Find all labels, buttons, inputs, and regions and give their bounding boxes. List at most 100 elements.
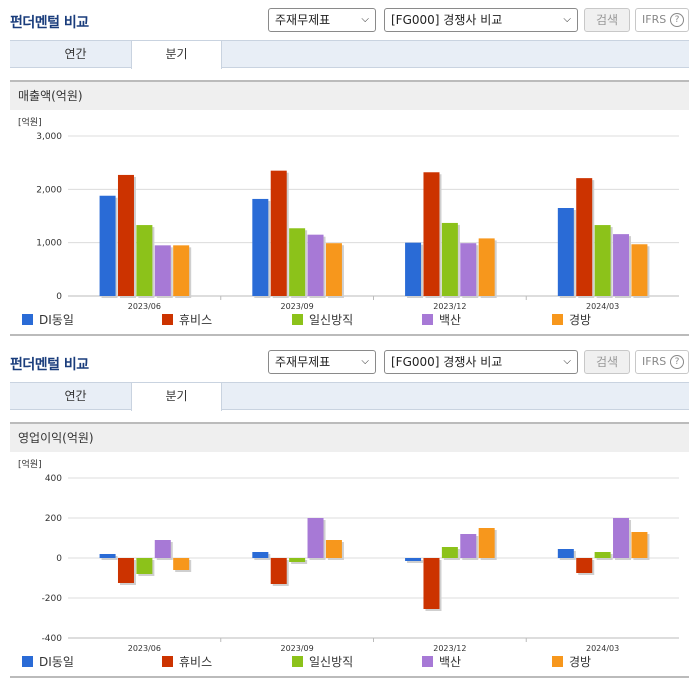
y-tick-label: 2,000 — [36, 185, 62, 195]
comparison-select[interactable]: [FG000] 경쟁사 비교 ⌵ — [384, 8, 578, 32]
period-tabs: 연간 분기 — [10, 382, 689, 411]
legend-item[interactable]: 일신방직 — [292, 654, 353, 672]
bar — [99, 195, 116, 296]
bar — [631, 244, 648, 296]
legend-item[interactable]: 휴비스 — [162, 312, 212, 330]
bar — [613, 234, 630, 296]
legend-swatch — [292, 314, 303, 325]
y-tick-label: 400 — [45, 474, 62, 484]
comparison-select-value: [FG000] 경쟁사 비교 — [391, 355, 503, 369]
x-tick-label: 2024/03 — [586, 644, 619, 653]
y-tick-label: 0 — [56, 292, 62, 302]
legend-item[interactable]: DI동일 — [22, 312, 74, 330]
legend-label: 일신방직 — [309, 655, 354, 669]
statement-select-value: 주재무제표 — [275, 355, 331, 369]
bar — [117, 558, 134, 583]
bar — [173, 245, 190, 296]
chart-legend: DI동일 휴비스 일신방직 백산 경방 — [22, 654, 682, 672]
bar — [478, 238, 495, 296]
ifrs-help-button[interactable]: IFRS ? — [635, 8, 689, 32]
bar — [289, 558, 306, 562]
fundamental-panel-2: 펀더멘털 비교 주재무제표 ⌵ [FG000] 경쟁사 비교 ⌵ 검색 IFRS… — [0, 342, 696, 684]
bar — [460, 243, 477, 296]
bar — [289, 228, 306, 296]
chevron-down-icon: ⌵ — [361, 356, 369, 367]
period-tabs: 연간 분기 — [10, 40, 689, 69]
bar — [405, 558, 422, 561]
tab-annual[interactable]: 연간 — [64, 389, 87, 403]
bar — [441, 222, 458, 296]
revenue-chart: [억원] 0 1,000 2,000 3,000 2023/06 2023/09 2023/1… — [18, 116, 679, 311]
ifrs-label: IFRS — [642, 13, 667, 26]
legend-label: 경방 — [569, 313, 592, 327]
bar — [423, 558, 440, 609]
x-tick-label: 2023/06 — [128, 644, 161, 653]
bar — [252, 198, 269, 296]
comparison-select[interactable]: [FG000] 경쟁사 비교 ⌵ — [384, 350, 578, 374]
x-tick-label: 2023/09 — [281, 302, 314, 311]
bar — [307, 234, 324, 296]
help-icon: ? — [670, 13, 684, 27]
bar — [576, 178, 593, 296]
legend-item[interactable]: 휴비스 — [162, 654, 212, 672]
bar — [405, 242, 422, 296]
ifrs-label: IFRS — [642, 355, 667, 368]
bar — [441, 547, 458, 558]
statement-select[interactable]: 주재무제표 ⌵ — [268, 8, 376, 32]
legend-swatch — [162, 314, 173, 325]
bar — [557, 549, 574, 558]
statement-select[interactable]: 주재무제표 ⌵ — [268, 350, 376, 374]
bar — [173, 558, 190, 570]
unit-label: [억원] — [18, 116, 42, 128]
bar — [460, 534, 477, 558]
legend-swatch — [552, 314, 563, 325]
statement-select-value: 주재무제표 — [275, 13, 331, 27]
tab-annual[interactable]: 연간 — [64, 47, 87, 61]
section-title: 매출액(억원) — [10, 80, 689, 110]
legend-item[interactable]: 백산 — [422, 654, 461, 672]
panel-header: 펀더멘털 비교 주재무제표 ⌵ [FG000] 경쟁사 비교 ⌵ 검색 IFRS… — [0, 342, 696, 382]
tab-quarterly[interactable]: 분기 — [131, 41, 222, 69]
bar — [325, 243, 342, 296]
panel-header: 펀더멘털 비교 주재무제표 ⌵ [FG000] 경쟁사 비교 ⌵ 검색 IFRS… — [0, 0, 696, 40]
x-tick-label: 2023/12 — [433, 302, 466, 311]
comparison-select-value: [FG000] 경쟁사 비교 — [391, 13, 503, 27]
legend-label: 백산 — [439, 313, 462, 327]
chart-legend: DI동일 휴비스 일신방직 백산 경방 — [22, 312, 682, 330]
chart-container: [억원] 0 1,000 2,000 3,000 2023/06 2023/09 2023/1… — [10, 110, 689, 336]
legend-swatch — [422, 314, 433, 325]
legend-item[interactable]: 경방 — [552, 312, 591, 330]
bar — [478, 528, 495, 558]
chevron-down-icon: ⌵ — [361, 14, 369, 25]
legend-item[interactable]: 일신방직 — [292, 312, 353, 330]
legend-swatch — [162, 656, 173, 667]
y-tick-label: 200 — [45, 514, 62, 524]
legend-label: 경방 — [569, 655, 592, 669]
legend-swatch — [552, 656, 563, 667]
bar — [325, 540, 342, 558]
ifrs-help-button[interactable]: IFRS ? — [635, 350, 689, 374]
bar — [136, 225, 153, 296]
tab-quarterly[interactable]: 분기 — [131, 383, 222, 411]
bar — [252, 552, 269, 558]
search-button[interactable]: 검색 — [584, 350, 630, 374]
x-tick-label: 2023/12 — [433, 644, 466, 653]
bar — [557, 208, 574, 296]
bar — [307, 518, 324, 558]
panel-title: 펀더멘털 비교 — [10, 15, 89, 31]
chevron-down-icon: ⌵ — [563, 356, 571, 367]
legend-item[interactable]: DI동일 — [22, 654, 74, 672]
x-tick-label: 2023/09 — [281, 644, 314, 653]
bar — [270, 558, 287, 584]
unit-label: [억원] — [18, 458, 42, 470]
legend-label: 백산 — [439, 655, 462, 669]
legend-swatch — [292, 656, 303, 667]
legend-item[interactable]: 백산 — [422, 312, 461, 330]
legend-item[interactable]: 경방 — [552, 654, 591, 672]
y-tick-label: 0 — [56, 554, 62, 564]
y-tick-label: -400 — [42, 634, 63, 644]
x-tick-label: 2023/06 — [128, 302, 161, 311]
y-tick-label: 1,000 — [36, 239, 62, 249]
search-button[interactable]: 검색 — [584, 8, 630, 32]
chart-container: [억원] -400 -200 0 200 400 2023/06 2023/09 2023/12… — [10, 452, 689, 678]
